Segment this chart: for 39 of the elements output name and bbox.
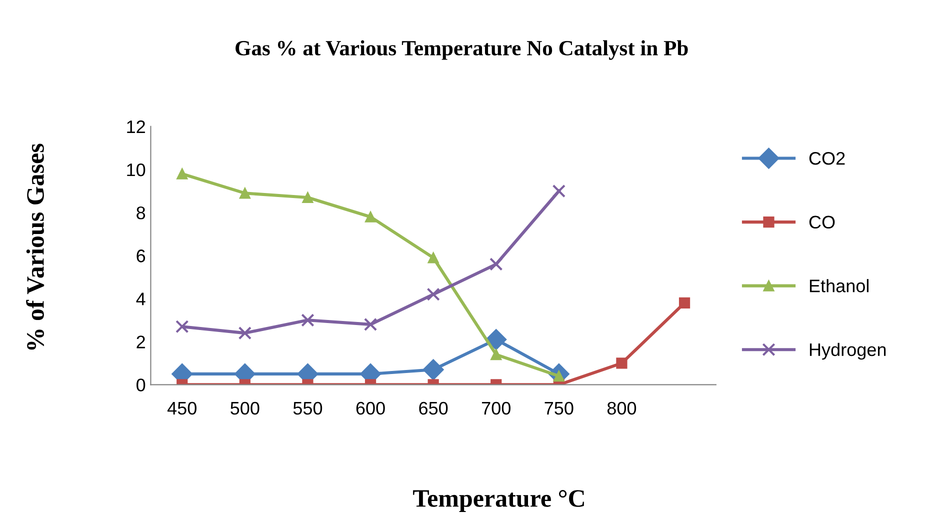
y-axis-title: % of Various Gases — [26, 144, 44, 350]
point — [616, 358, 628, 369]
point — [364, 211, 376, 222]
y-tick-label: 4 — [136, 292, 146, 306]
y-tick-label: 10 — [127, 163, 146, 176]
y-tick-label: 2 — [136, 336, 145, 348]
legend-label: CO2 — [809, 152, 845, 165]
point — [176, 320, 189, 334]
point — [364, 318, 378, 332]
point — [239, 188, 250, 199]
y-tick-label: 12 — [127, 120, 145, 134]
x-tick-label: 650 — [419, 402, 448, 415]
point — [238, 326, 252, 340]
x-tick-label: 800 — [607, 402, 636, 415]
point — [552, 184, 566, 198]
point — [302, 192, 314, 204]
legend-label: Ethanol — [810, 279, 869, 292]
point — [426, 288, 440, 301]
chart-title: Gas % at Various Temperature No Catalyst in Pb — [236, 40, 688, 60]
point — [486, 329, 507, 350]
point — [490, 349, 502, 360]
y-tick-label: 0 — [136, 378, 146, 392]
point — [490, 258, 503, 271]
x-tick-label: 500 — [230, 402, 260, 415]
y-tick-label: 6 — [136, 250, 146, 262]
x-tick-label: 450 — [167, 402, 196, 415]
x-axis-title: Temperature °C — [413, 490, 584, 512]
point — [428, 252, 439, 264]
point — [422, 359, 444, 380]
legend-label: Hydrogen — [810, 342, 886, 360]
y-tick-label: 8 — [136, 206, 146, 220]
x-tick-label: 600 — [356, 402, 385, 415]
legend-label: CO — [809, 216, 835, 229]
x-tick-label: 550 — [293, 402, 322, 415]
x-tick-label: 750 — [544, 402, 574, 415]
point — [678, 297, 690, 308]
point — [301, 314, 314, 327]
point — [176, 168, 188, 180]
x-tick-label: 700 — [482, 402, 510, 415]
